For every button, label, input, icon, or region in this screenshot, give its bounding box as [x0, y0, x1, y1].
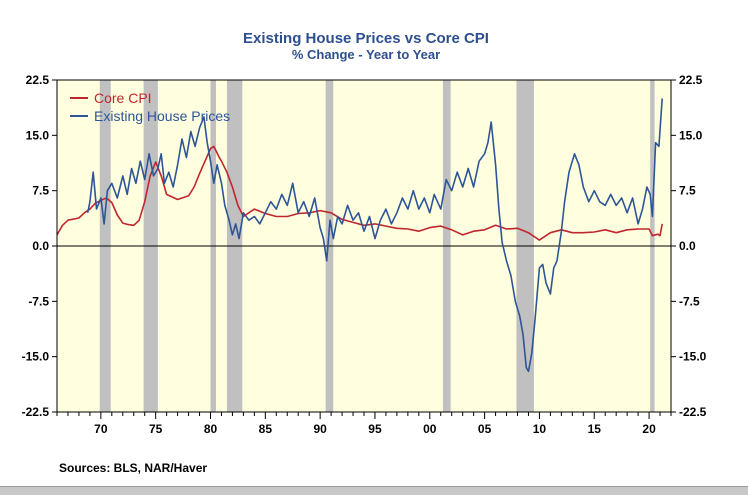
series-line-existing-house-prices — [86, 98, 663, 373]
x-tick-label: 00 — [423, 422, 437, 436]
x-tick-label: 75 — [149, 422, 163, 436]
y-tick-label-left: -7.5 — [28, 294, 49, 308]
series-line-core-cpi — [56, 145, 663, 241]
y-tick-label-right: -22.5 — [679, 405, 707, 419]
x-tick-label: 15 — [588, 422, 602, 436]
legend: Core CPI Existing House Prices — [70, 90, 230, 124]
y-tick-label-right: -15.0 — [679, 350, 707, 364]
x-tick-label: 05 — [478, 422, 492, 436]
chart-title: Existing House Prices vs Core CPI — [243, 30, 489, 47]
x-tick-label: 95 — [368, 422, 382, 436]
y-tick-label-right: 0.0 — [679, 239, 696, 253]
y-tick-label-left: -22.5 — [22, 405, 50, 419]
y-tick-label-left: 0.0 — [32, 239, 49, 253]
y-tick-label-left: 7.5 — [32, 184, 49, 198]
y-tick-label-left: -15.0 — [22, 350, 50, 364]
y-tick-label-right: 7.5 — [679, 184, 696, 198]
x-tick-label: 80 — [204, 422, 218, 436]
x-tick-label: 70 — [94, 422, 108, 436]
source-note: Sources: BLS, NAR/Haver — [59, 461, 208, 475]
y-tick-label-left: 22.5 — [26, 73, 50, 87]
x-tick-label: 10 — [533, 422, 547, 436]
y-tick-label-left: 15.0 — [26, 128, 50, 142]
legend-label-house-prices: Existing House Prices — [94, 108, 230, 124]
y-tick-label-right: 22.5 — [679, 73, 703, 87]
x-tick-label: 90 — [313, 422, 327, 436]
chart-subtitle: % Change - Year to Year — [292, 47, 440, 62]
window-scrollbar-strip — [0, 486, 748, 495]
legend-label-core-cpi: Core CPI — [94, 90, 152, 106]
plot-area: 22.5 22.5 15.0 15.0 7.5 7.5 0.0 0.0 -7.5 -7.5 -15.… — [22, 73, 707, 436]
y-tick-label-right: -7.5 — [679, 294, 700, 308]
y-tick-label-right: 15.0 — [679, 128, 703, 142]
x-tick-label: 85 — [259, 422, 273, 436]
x-tick-label: 20 — [642, 422, 656, 436]
